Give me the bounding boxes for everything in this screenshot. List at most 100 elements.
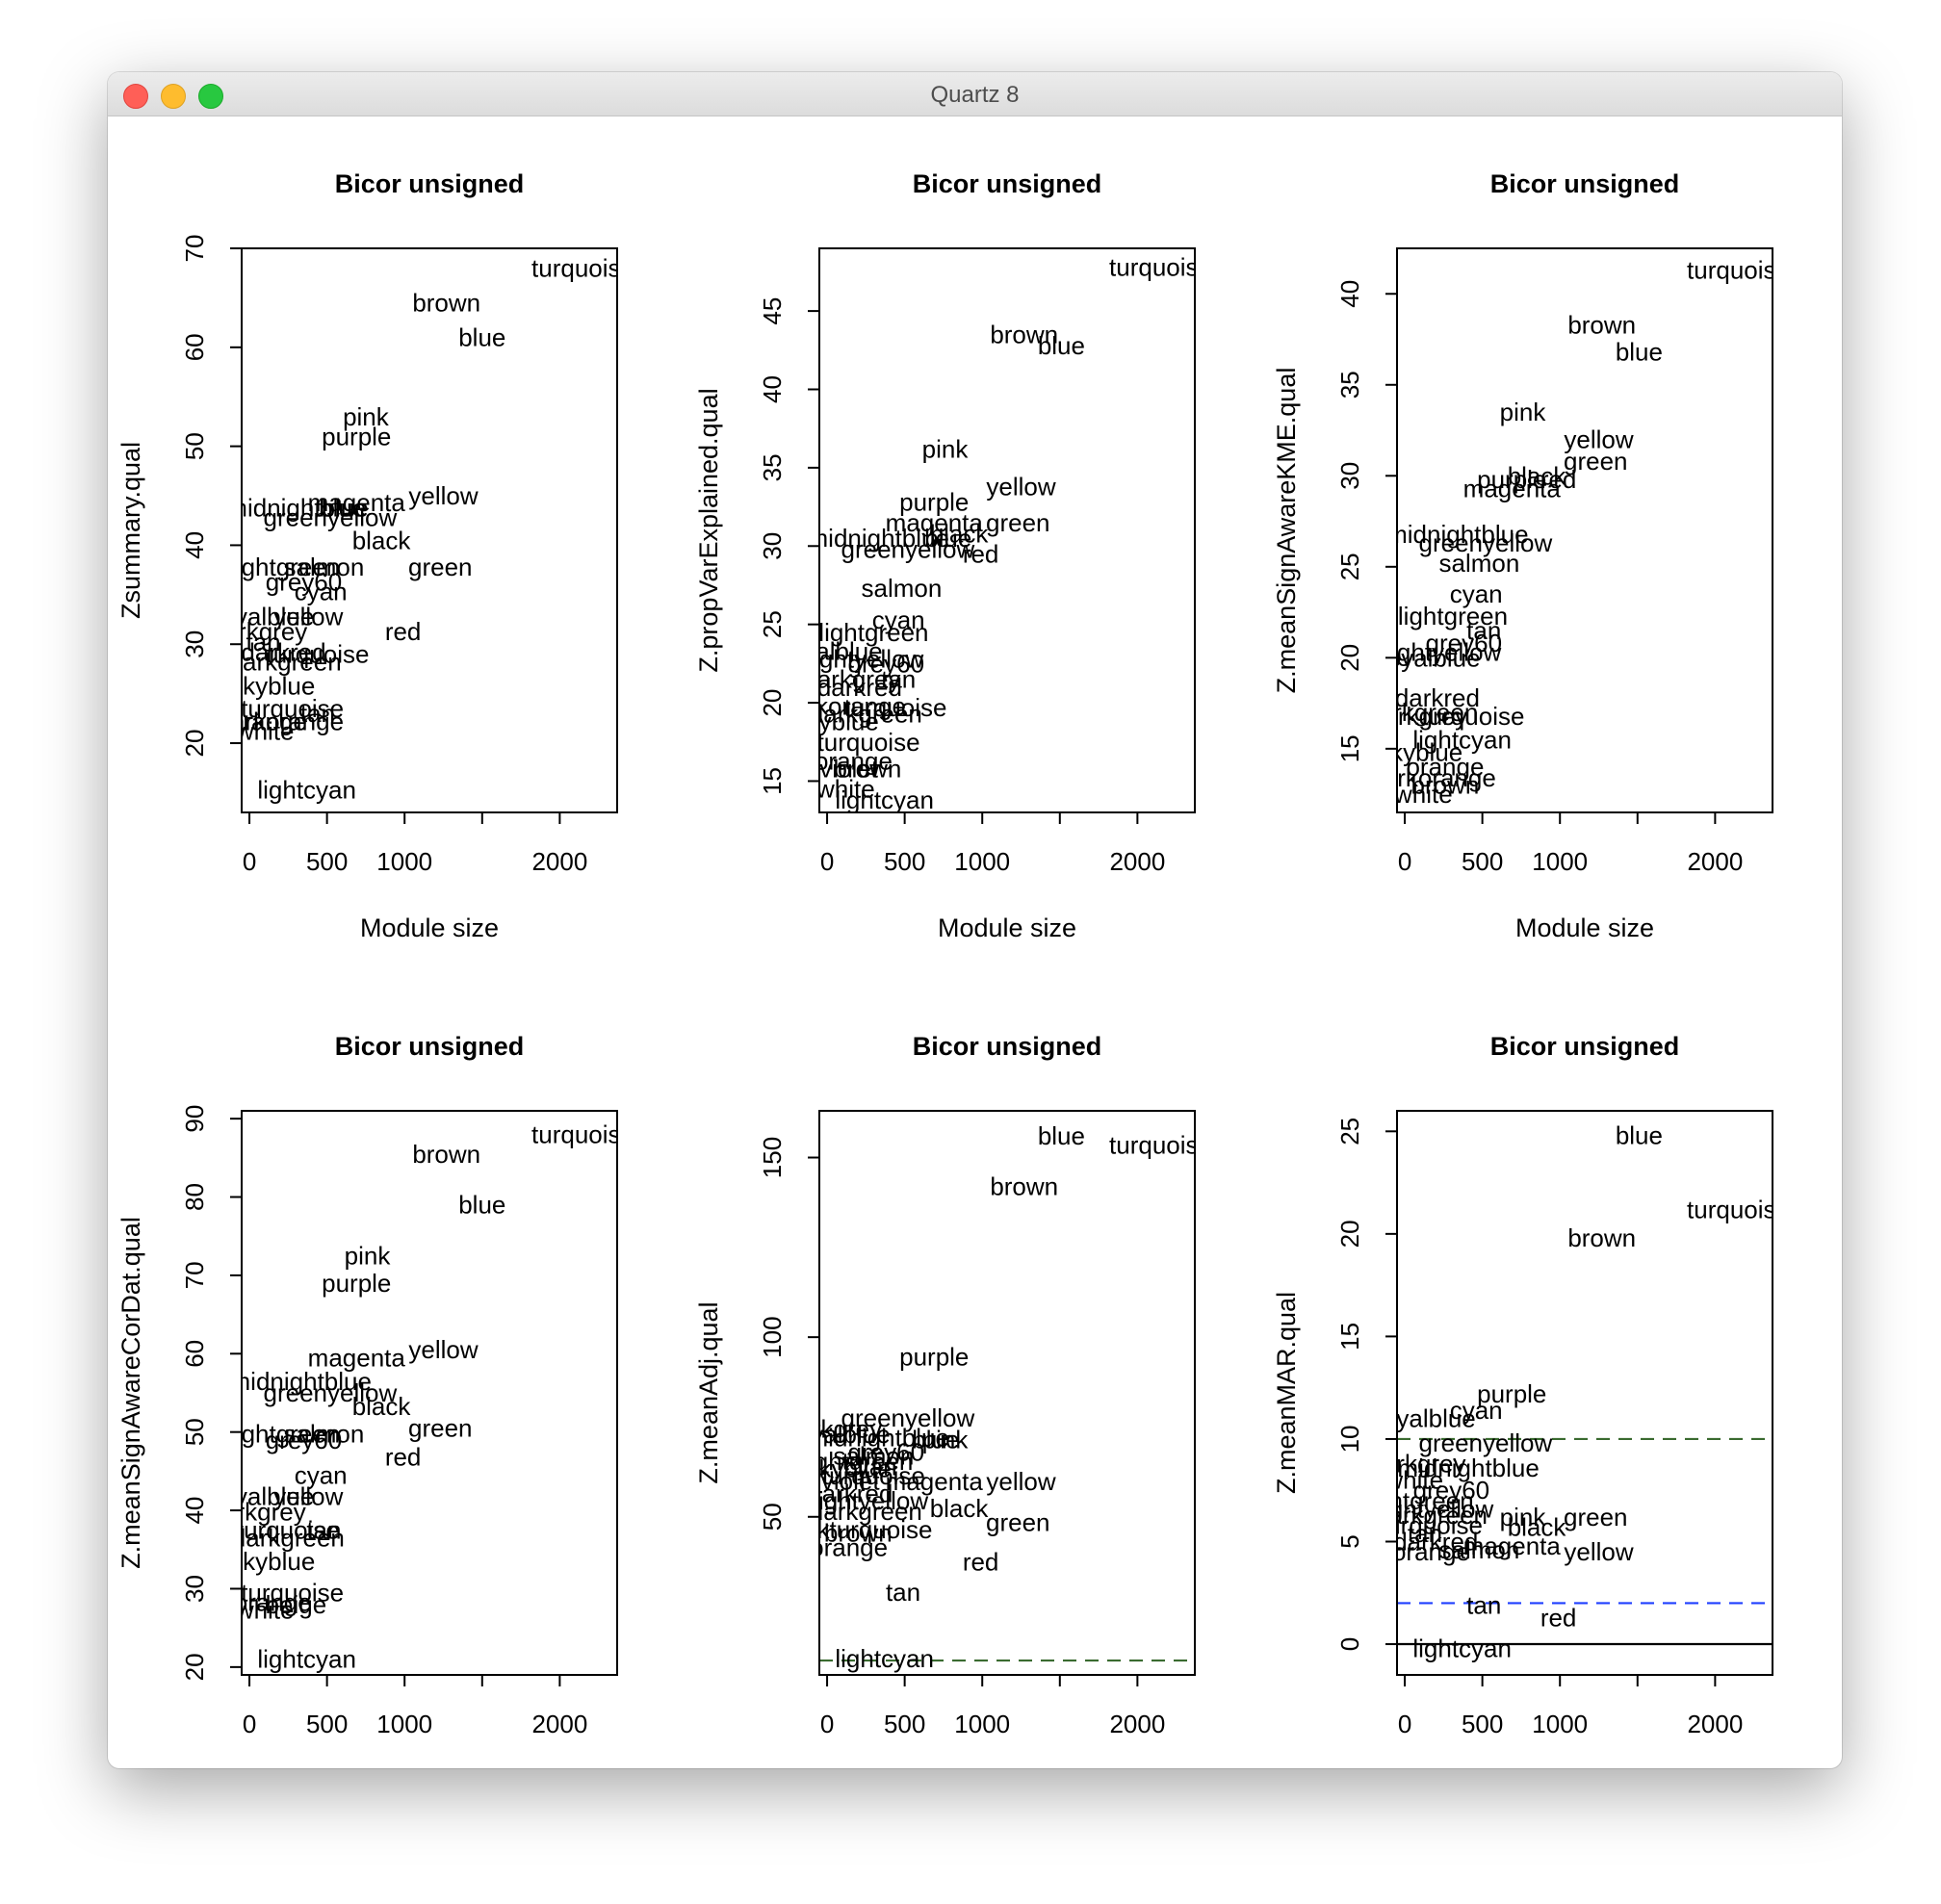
point-label: darkturquoise [781, 1515, 933, 1544]
point-label: darkgrey [1368, 1450, 1465, 1479]
y-tick-label: 35 [1335, 371, 1364, 399]
chart-panel-5: Bicor unsigned blue turquoise brown purple gr… [694, 1032, 1196, 1738]
point-label: darkgreen [810, 1497, 922, 1526]
point-label: red [385, 1443, 422, 1472]
point-label: cyan [1450, 1396, 1503, 1425]
y-tick-label: 80 [180, 1183, 209, 1211]
point-label: grey60 [848, 1438, 925, 1467]
y-tick-label: 45 [758, 297, 787, 325]
y-tick-label: 40 [180, 1497, 209, 1525]
point-label: lightcyan [1412, 1634, 1512, 1662]
y-tick-label: 25 [758, 610, 787, 638]
zoom-button[interactable] [198, 84, 223, 109]
y-tick-label: 25 [1335, 553, 1364, 580]
point-label: white [1384, 1466, 1443, 1495]
point-label: magenta [886, 508, 984, 537]
point-label: lightgreen [230, 1419, 340, 1448]
x-tick-label: 500 [1462, 847, 1503, 876]
point-label: tan [886, 1578, 920, 1607]
x-tick-label: 0 [1398, 1710, 1411, 1738]
point-label: midnightblue [808, 524, 949, 553]
y-tick-label: 150 [758, 1137, 787, 1178]
point-label: black [1508, 461, 1567, 490]
point-label: lightyellow [808, 644, 923, 673]
point-label: blue [1038, 1121, 1085, 1150]
point-label: cyan [295, 1460, 348, 1489]
plot-area: Bicor unsigned turquoise brown blue pink purp… [108, 116, 1842, 1768]
x-tick-label: 500 [884, 1710, 925, 1738]
x-tick-label: 1000 [954, 847, 1010, 876]
y-axis-label: Z.propVarExplained.qual [694, 388, 723, 672]
point-label: black [1508, 1513, 1567, 1542]
point-label: greenyellow [263, 1378, 397, 1407]
x-tick-label: 2000 [1687, 1710, 1743, 1738]
point-label: magenta [1463, 1531, 1562, 1560]
point-labels: turquoisebrownbluepinkpurpleyellowmagent… [230, 254, 634, 805]
point-label: midnightblue [1397, 1454, 1539, 1482]
plot-canvas: Bicor unsignedturquoisebrownbluepinkpurp… [116, 169, 1773, 1738]
x-tick-label: 1000 [954, 1710, 1010, 1738]
point-label: blue [458, 1191, 505, 1220]
point-label: skyblue [230, 1547, 315, 1576]
point-label: turquoise [237, 1515, 340, 1544]
point-label: pink [922, 434, 970, 463]
point-label: green [408, 1414, 473, 1443]
point-label: darkgrey [1370, 702, 1467, 731]
point-labels: turquoisebrownbluepinkyellowgreenpurpleb… [1365, 256, 1773, 809]
point-label: turquoise [531, 1119, 634, 1148]
point-label: darkgrey [803, 665, 900, 694]
point-label: purple [322, 422, 391, 450]
point-label: cyan [844, 1453, 897, 1481]
point-label: yellow [273, 602, 343, 630]
chart-panel-3: Bicor unsignedturquoisebrownbluepinkyell… [1272, 169, 1773, 942]
point-label: beige [266, 1590, 327, 1619]
point-label: grey60 [848, 649, 925, 678]
point-label: lightgreen [1363, 1486, 1473, 1515]
y-tick-label: 20 [1335, 1220, 1364, 1248]
point-label: brown [834, 754, 902, 783]
point-label: darkred [1393, 1527, 1478, 1556]
point-label: magenta [308, 488, 406, 517]
y-tick-label: 30 [180, 630, 209, 658]
point-label: royalblue [781, 636, 883, 665]
chart-panel-1: Bicor unsigned turquoise brown blue pinkpurp… [116, 169, 634, 942]
point-label: blue [458, 323, 505, 352]
y-tick-label: 40 [180, 531, 209, 559]
point-label: greenyellow [841, 535, 974, 564]
x-tick-label: 1000 [1532, 847, 1588, 876]
point-label: darkgreen [1365, 698, 1478, 727]
point-label: royalblue [1374, 1404, 1476, 1433]
point-label: black [930, 519, 990, 548]
close-button[interactable] [123, 84, 148, 109]
y-tick-label: 30 [758, 532, 787, 560]
point-label: blue [912, 1426, 959, 1454]
minimize-button[interactable] [161, 84, 186, 109]
point-label: turquoise [531, 254, 634, 283]
x-tick-label: 1000 [376, 847, 432, 876]
point-labels: blue turquoisebrownpurplegreenyellowdarkg… [781, 1121, 1195, 1673]
point-label: orange [810, 1532, 888, 1561]
point-label: turquoise [1380, 1510, 1483, 1539]
x-tick-label: 500 [306, 1710, 348, 1738]
point-label: brown [990, 1171, 1058, 1200]
y-tick-label: 50 [758, 1503, 787, 1531]
point-label: salmon [861, 574, 942, 603]
chart-panel-6: Bicor unsigned blue turquoise brown purplecy… [1272, 1032, 1773, 1738]
point-label: pink [1500, 398, 1547, 426]
y-tick-label: 40 [758, 375, 787, 403]
point-label: skyblue [230, 671, 315, 700]
window-titlebar[interactable]: Quartz 8 [108, 72, 1842, 116]
point-label: royalblue [789, 1420, 891, 1449]
point-label: midnightblue [230, 1367, 372, 1396]
point-label: salmon [283, 1419, 364, 1448]
point-label: brown [412, 289, 480, 318]
point-label: lightgreen [1398, 602, 1508, 630]
point-label: lightcyan [257, 1645, 356, 1674]
point-label: salmon [833, 1441, 914, 1470]
y-tick-label: 10 [1335, 1425, 1364, 1453]
point-label: yellow [1564, 425, 1633, 453]
point-label: purple [899, 1343, 969, 1372]
point-label: royalblue [1379, 643, 1481, 672]
point-label: greenyellow [1418, 528, 1552, 557]
x-tick-label: 2000 [1687, 847, 1743, 876]
